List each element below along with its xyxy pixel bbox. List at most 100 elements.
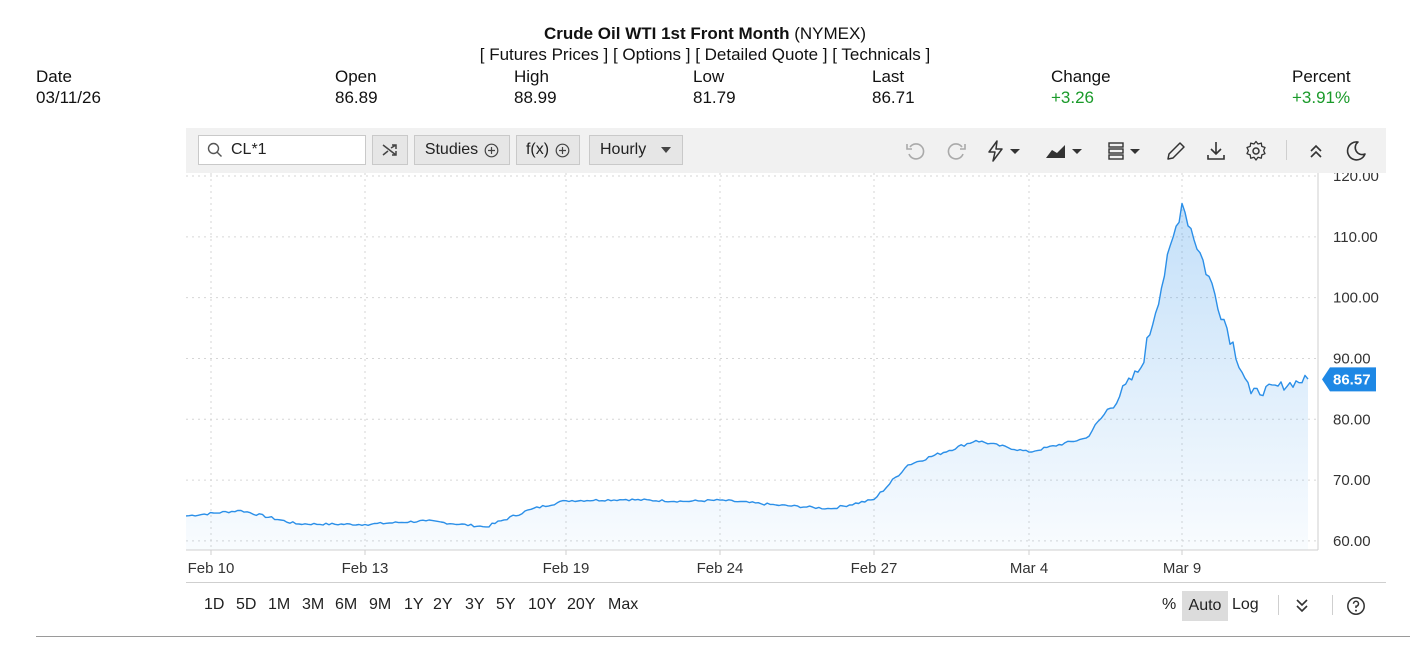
pencil-icon <box>1167 142 1185 160</box>
redo-button[interactable] <box>944 139 968 163</box>
fx-label: f(x) <box>525 141 550 158</box>
theme-toggle[interactable] <box>1344 139 1368 163</box>
chevron-down-icon <box>661 147 672 153</box>
range-20y-button[interactable]: 20Y <box>567 596 596 613</box>
y-tick-label: 80.00 <box>1333 411 1371 428</box>
studies-label: Studies <box>424 141 479 158</box>
undo-button[interactable] <box>904 139 928 163</box>
interval-select[interactable]: Hourly <box>589 135 683 165</box>
range-max-button[interactable]: Max <box>608 596 639 613</box>
events-menu[interactable] <box>984 139 1024 163</box>
add-circle-icon <box>555 143 570 157</box>
y-tick-label: 70.00 <box>1333 472 1371 489</box>
x-tick-label: Mar 9 <box>1163 560 1201 577</box>
layout-menu[interactable] <box>1106 139 1148 163</box>
quote-percent: Percent +3.91% <box>1292 66 1351 108</box>
chart-toolbar: CL*1 Studies f(x) Hourly <box>186 128 1386 173</box>
studies-button[interactable]: Studies <box>414 135 510 165</box>
collapse-button[interactable] <box>1304 139 1328 163</box>
price-chart[interactable]: 120.00 110.00 100.00 90.00 80.00 70.00 60.00 Fe… <box>185 168 1410 583</box>
scale-divider <box>1278 595 1279 615</box>
redo-icon <box>947 143 966 160</box>
high-value: 88.99 <box>514 88 557 107</box>
percent-value: +3.91% <box>1292 88 1351 107</box>
options-link[interactable]: [ Options ] <box>612 45 691 64</box>
search-icon <box>207 142 222 157</box>
range-5d-button[interactable]: 5D <box>236 596 257 613</box>
date-label: Date <box>36 67 72 86</box>
quote-last: Last 86.71 <box>872 66 915 108</box>
percent-scale-button[interactable]: % <box>1162 596 1177 613</box>
price-line <box>185 202 1309 528</box>
range-9m-button[interactable]: 9M <box>369 596 392 613</box>
high-label: High <box>514 67 549 86</box>
quote-date: Date 03/11/26 <box>36 66 101 108</box>
open-value: 86.89 <box>335 88 378 107</box>
change-label: Change <box>1051 67 1111 86</box>
range-6m-button[interactable]: 6M <box>335 596 358 613</box>
last-value: 86.71 <box>872 88 915 107</box>
exchange-name: (NYMEX) <box>794 24 867 43</box>
range-10y-button[interactable]: 10Y <box>528 596 557 613</box>
quote-high: High 88.99 <box>514 66 557 108</box>
x-tick-label: Mar 4 <box>1010 560 1048 577</box>
instrument-name: Crude Oil WTI 1st Front Month <box>543 24 790 43</box>
x-tick-label: Feb 13 <box>342 560 389 577</box>
y-tick-label: 110.00 <box>1333 229 1378 246</box>
download-button[interactable] <box>1204 139 1228 163</box>
percent-label: Percent <box>1292 67 1351 86</box>
double-chevron-up-icon <box>1310 144 1322 158</box>
quote-links: [ Futures Prices ] [ Options ] [ Detaile… <box>0 45 1410 65</box>
y-tick-label: 90.00 <box>1333 350 1371 367</box>
y-tick-label: 100.00 <box>1333 290 1379 307</box>
quote-open: Open 86.89 <box>335 66 378 108</box>
page-divider <box>36 636 1410 637</box>
quote-low: Low 81.79 <box>693 66 736 108</box>
low-label: Low <box>693 67 725 86</box>
current-price-label: 86.57 <box>1333 371 1371 388</box>
range-1y-button[interactable]: 1Y <box>404 596 424 613</box>
undo-icon <box>906 143 925 160</box>
shuffle-icon <box>382 144 397 156</box>
technicals-link[interactable]: [ Technicals ] <box>832 45 931 64</box>
last-label: Last <box>872 67 905 86</box>
x-tick-label: Feb 19 <box>543 560 590 577</box>
range-2y-button[interactable]: 2Y <box>433 596 453 613</box>
futures-prices-link[interactable]: [ Futures Prices ] <box>479 45 609 64</box>
auto-scale-button[interactable]: Auto <box>1182 591 1228 621</box>
change-value: +3.26 <box>1051 88 1095 107</box>
range-5y-button[interactable]: 5Y <box>496 596 516 613</box>
symbol-search-input[interactable]: CL*1 <box>198 135 366 165</box>
y-tick-label: 60.00 <box>1333 533 1371 550</box>
page-title: Crude Oil WTI 1st Front Month (NYMEX) <box>0 24 1410 44</box>
draw-button[interactable] <box>1164 139 1188 163</box>
x-tick-label: Feb 24 <box>697 560 744 577</box>
quote-change: Change +3.26 <box>1051 66 1111 108</box>
add-circle-icon <box>484 143 499 157</box>
layout-icon <box>1108 142 1140 160</box>
price-chart-svg: 120.00 110.00 100.00 90.00 80.00 70.00 60.00 Fe… <box>185 168 1379 577</box>
x-tick-label: Feb 27 <box>851 560 898 577</box>
range-1m-button[interactable]: 1M <box>268 596 291 613</box>
range-1d-button[interactable]: 1D <box>204 596 225 613</box>
moon-icon <box>1346 141 1366 161</box>
fx-button[interactable]: f(x) <box>516 135 580 165</box>
toolbar-divider <box>1286 140 1287 160</box>
help-icon[interactable] <box>1346 596 1366 616</box>
chart-bottom-divider <box>186 582 1386 583</box>
chart-type-menu[interactable] <box>1044 139 1086 163</box>
detailed-quote-link[interactable]: [ Detailed Quote ] <box>695 45 828 64</box>
compare-button[interactable] <box>372 135 408 165</box>
settings-button[interactable] <box>1244 139 1268 163</box>
interval-label: Hourly <box>600 141 647 158</box>
lightning-icon <box>988 140 1020 162</box>
y-tick-label: 120.00 <box>1333 173 1379 185</box>
log-scale-button[interactable]: Log <box>1232 596 1259 613</box>
gear-icon <box>1246 140 1266 161</box>
symbol-value: CL*1 <box>231 141 267 158</box>
range-3m-button[interactable]: 3M <box>302 596 325 613</box>
range-3y-button[interactable]: 3Y <box>465 596 485 613</box>
current-price-badge <box>1322 367 1376 392</box>
double-chevron-down-icon[interactable] <box>1292 596 1312 616</box>
area-chart-icon <box>1046 145 1082 158</box>
